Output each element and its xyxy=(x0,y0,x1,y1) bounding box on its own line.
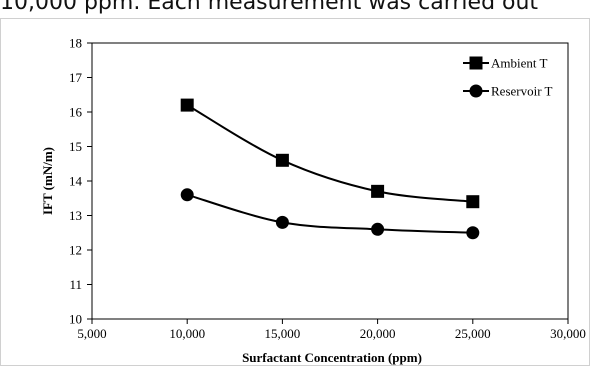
x-tick-label: 5,000 xyxy=(77,326,106,341)
series-reservoir-t xyxy=(180,188,480,240)
legend: Ambient T Reservoir T xyxy=(463,56,553,99)
data-point-square xyxy=(275,153,289,167)
legend-label: Reservoir T xyxy=(491,84,553,99)
y-tick-label: 16 xyxy=(69,105,83,120)
y-axis-label: IFT (mN/m) xyxy=(40,147,55,215)
y-tick-label: 11 xyxy=(69,277,82,292)
x-tick-label: 25,000 xyxy=(455,326,491,341)
series-ambient-t xyxy=(180,98,480,209)
caption-text: 10,000 ppm. Each measurement was carried… xyxy=(0,0,539,14)
legend-circle-marker xyxy=(469,84,483,98)
data-point-square xyxy=(466,195,480,209)
data-point-square xyxy=(371,184,385,198)
y-tick-label: 14 xyxy=(69,174,83,189)
legend-square-marker xyxy=(469,56,483,70)
data-point-circle xyxy=(275,215,289,229)
y-tick-label: 12 xyxy=(69,243,82,258)
x-tick-label: 15,000 xyxy=(265,326,301,341)
y-tick-label: 10 xyxy=(69,312,82,327)
y-tick-label: 18 xyxy=(69,36,82,51)
x-tick-label: 30,000 xyxy=(550,326,586,341)
data-point-circle xyxy=(466,226,480,240)
data-point-circle xyxy=(371,222,385,236)
axes-layer: 10 11 12 13 14 15 16 17 18 5,000 10,000 15,000 20,00… xyxy=(69,36,586,342)
series-line xyxy=(186,193,473,234)
data-point-square xyxy=(180,98,194,112)
legend-item: Reservoir T xyxy=(463,84,553,99)
x-tick-label: 20,000 xyxy=(360,326,396,341)
y-tick-label: 15 xyxy=(69,139,82,154)
data-point-circle xyxy=(180,188,194,202)
x-axis-label: Surfactant Concentration (ppm) xyxy=(242,350,422,365)
legend-item: Ambient T xyxy=(463,56,548,71)
y-tick-label: 13 xyxy=(69,208,82,223)
y-tick-label: 17 xyxy=(69,70,83,85)
series-layer xyxy=(180,98,480,240)
legend-label: Ambient T xyxy=(491,56,548,71)
series-line xyxy=(186,104,473,203)
x-tick-label: 10,000 xyxy=(169,326,205,341)
